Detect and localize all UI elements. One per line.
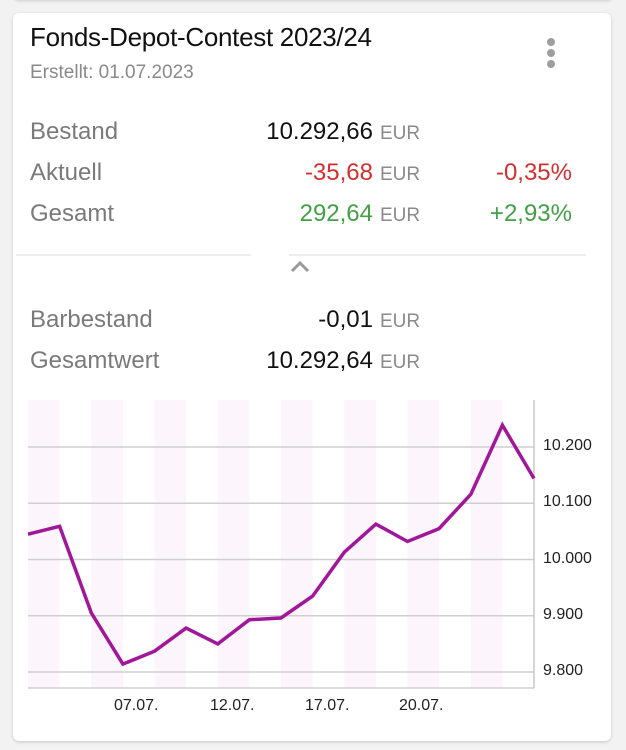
x-tick-label: 07.07. (114, 697, 159, 714)
gesamtwert-label: Gesamtwert (30, 347, 160, 374)
aktuell-label: Aktuell (30, 159, 103, 186)
gesamt-percent: +2,93% (489, 200, 572, 227)
gesamtwert-value: 10.292,64 (266, 347, 373, 374)
bestand-value: 10.292,66 (266, 118, 373, 145)
gesamt-value: 292,64 (299, 200, 373, 227)
x-tick-label: 12.07. (210, 697, 255, 714)
y-tick-label: 10.200 (543, 437, 592, 454)
y-tick-label: 10.100 (543, 493, 592, 511)
gesamtwert-currency: EUR (380, 352, 421, 373)
aktuell-value: -35,68 (304, 159, 373, 186)
barbestand-label: Barbestand (30, 306, 153, 333)
menu-dot (547, 38, 555, 46)
barbestand-value: -0,01 (318, 306, 373, 333)
depot-title: Fonds-Depot-Contest 2023/24 (30, 22, 372, 52)
barbestand-row: Barbestand -0,01 EUR (30, 306, 590, 336)
barbestand-currency: EUR (380, 311, 421, 332)
aktuell-percent: -0,35% (495, 159, 572, 186)
y-tick-label: 9.900 (543, 605, 584, 623)
gesamt-label: Gesamt (30, 200, 115, 227)
chevron-up-icon[interactable] (287, 256, 313, 276)
bestand-currency: EUR (380, 123, 421, 144)
y-tick-label: 10.000 (543, 549, 592, 567)
x-tick-label: 20.07. (399, 697, 444, 714)
created-date: Erstellt: 01.07.2023 (30, 62, 194, 83)
bestand-row: Bestand 10.292,66 EUR (30, 118, 590, 148)
aktuell-row: Aktuell -35,68 EUR -0,35% (30, 159, 590, 189)
gesamt-currency: EUR (380, 205, 421, 226)
menu-dot (547, 49, 555, 57)
gesamt-row: Gesamt 292,64 EUR +2,93% (30, 200, 590, 230)
divider (16, 254, 251, 256)
y-tick-label: 9.800 (543, 662, 584, 679)
gesamtwert-row: Gesamtwert 10.292,64 EUR (30, 347, 590, 377)
aktuell-currency: EUR (380, 164, 421, 185)
more-vert-icon[interactable] (538, 38, 564, 78)
bestand-label: Bestand (30, 118, 119, 145)
menu-dot (547, 60, 555, 68)
divider (289, 254, 586, 256)
x-tick-label: 17.07. (305, 697, 350, 714)
